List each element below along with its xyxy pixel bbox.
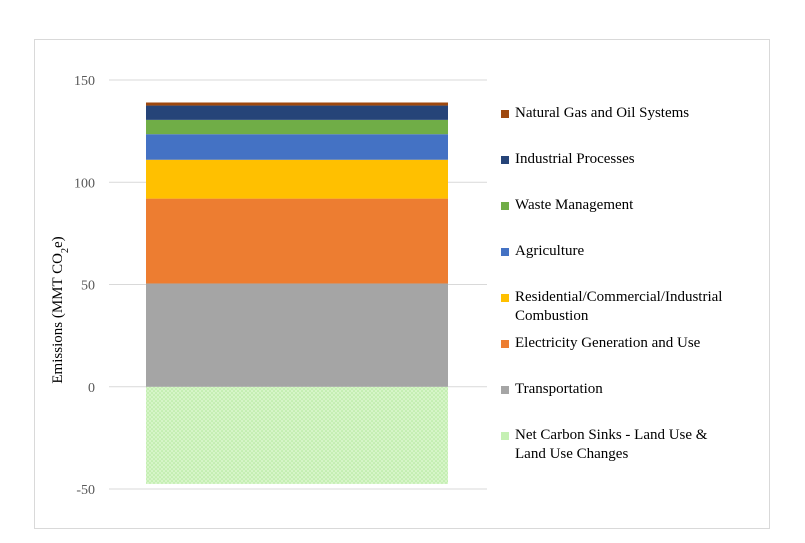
legend-swatch [501, 156, 509, 164]
y-tick-labels: 150 100 50 0 -50 [74, 74, 95, 498]
bar-segment-6 [146, 105, 448, 120]
y-tick-label: 100 [74, 176, 95, 191]
y-tick-label: 150 [74, 74, 95, 89]
legend-swatch [501, 386, 509, 394]
y-tick-label: 0 [88, 381, 95, 396]
legend-item: Net Carbon Sinks - Land Use & Land Use Ch… [501, 426, 761, 464]
legend-label: Residential/Commercial/Industrial Combust… [515, 289, 723, 324]
legend-label: Agriculture [515, 243, 585, 259]
legend-label: Transportation [515, 381, 603, 397]
legend-label: Electricity Generation and Use [515, 335, 701, 351]
legend-label: Waste Management [515, 197, 634, 213]
legend-label: Natural Gas and Oil Systems [515, 105, 690, 121]
chart-frame: 150 100 50 0 -50 Emissions (MMT CO2e) Natura… [34, 39, 770, 529]
legend-swatch [501, 248, 509, 256]
y-tick-label: -50 [76, 483, 95, 498]
y-axis-label-subscript: 2 [60, 248, 71, 253]
legend-item: Industrial Processes [501, 150, 761, 169]
legend-item: Transportation [501, 380, 761, 399]
legend-label: Net Carbon Sinks - Land Use & Land Use Ch… [515, 427, 708, 462]
bar-segment-2 [146, 198, 448, 284]
y-axis-label-main: Emissions (MMT CO [50, 253, 66, 384]
bar-segment-3 [146, 159, 448, 199]
legend-swatch [501, 294, 509, 302]
legend-swatch [501, 110, 509, 118]
legend-swatch [501, 340, 509, 348]
stacked-bar [146, 102, 448, 484]
bar-segment-1 [146, 283, 448, 387]
y-tick-label: 50 [81, 279, 95, 294]
chart-plot: 150 100 50 0 -50 Emissions (MMT CO2e) [50, 74, 487, 498]
legend-item: Natural Gas and Oil Systems [501, 104, 761, 123]
legend-swatch [501, 432, 509, 440]
y-axis-label-end: e) [50, 236, 66, 248]
bar-segment-0 [146, 386, 448, 484]
bar-segment-5 [146, 119, 448, 135]
legend-item: Electricity Generation and Use [501, 334, 761, 353]
bar-segment-4 [146, 134, 448, 160]
legend-item: Agriculture [501, 242, 761, 261]
bar-segment-7 [146, 102, 448, 106]
legend-label: Industrial Processes [515, 151, 635, 167]
y-axis-label: Emissions (MMT CO2e) [50, 236, 71, 383]
legend-item: Residential/Commercial/Industrial Combust… [501, 288, 761, 326]
legend-swatch [501, 202, 509, 210]
legend-item: Waste Management [501, 196, 761, 215]
